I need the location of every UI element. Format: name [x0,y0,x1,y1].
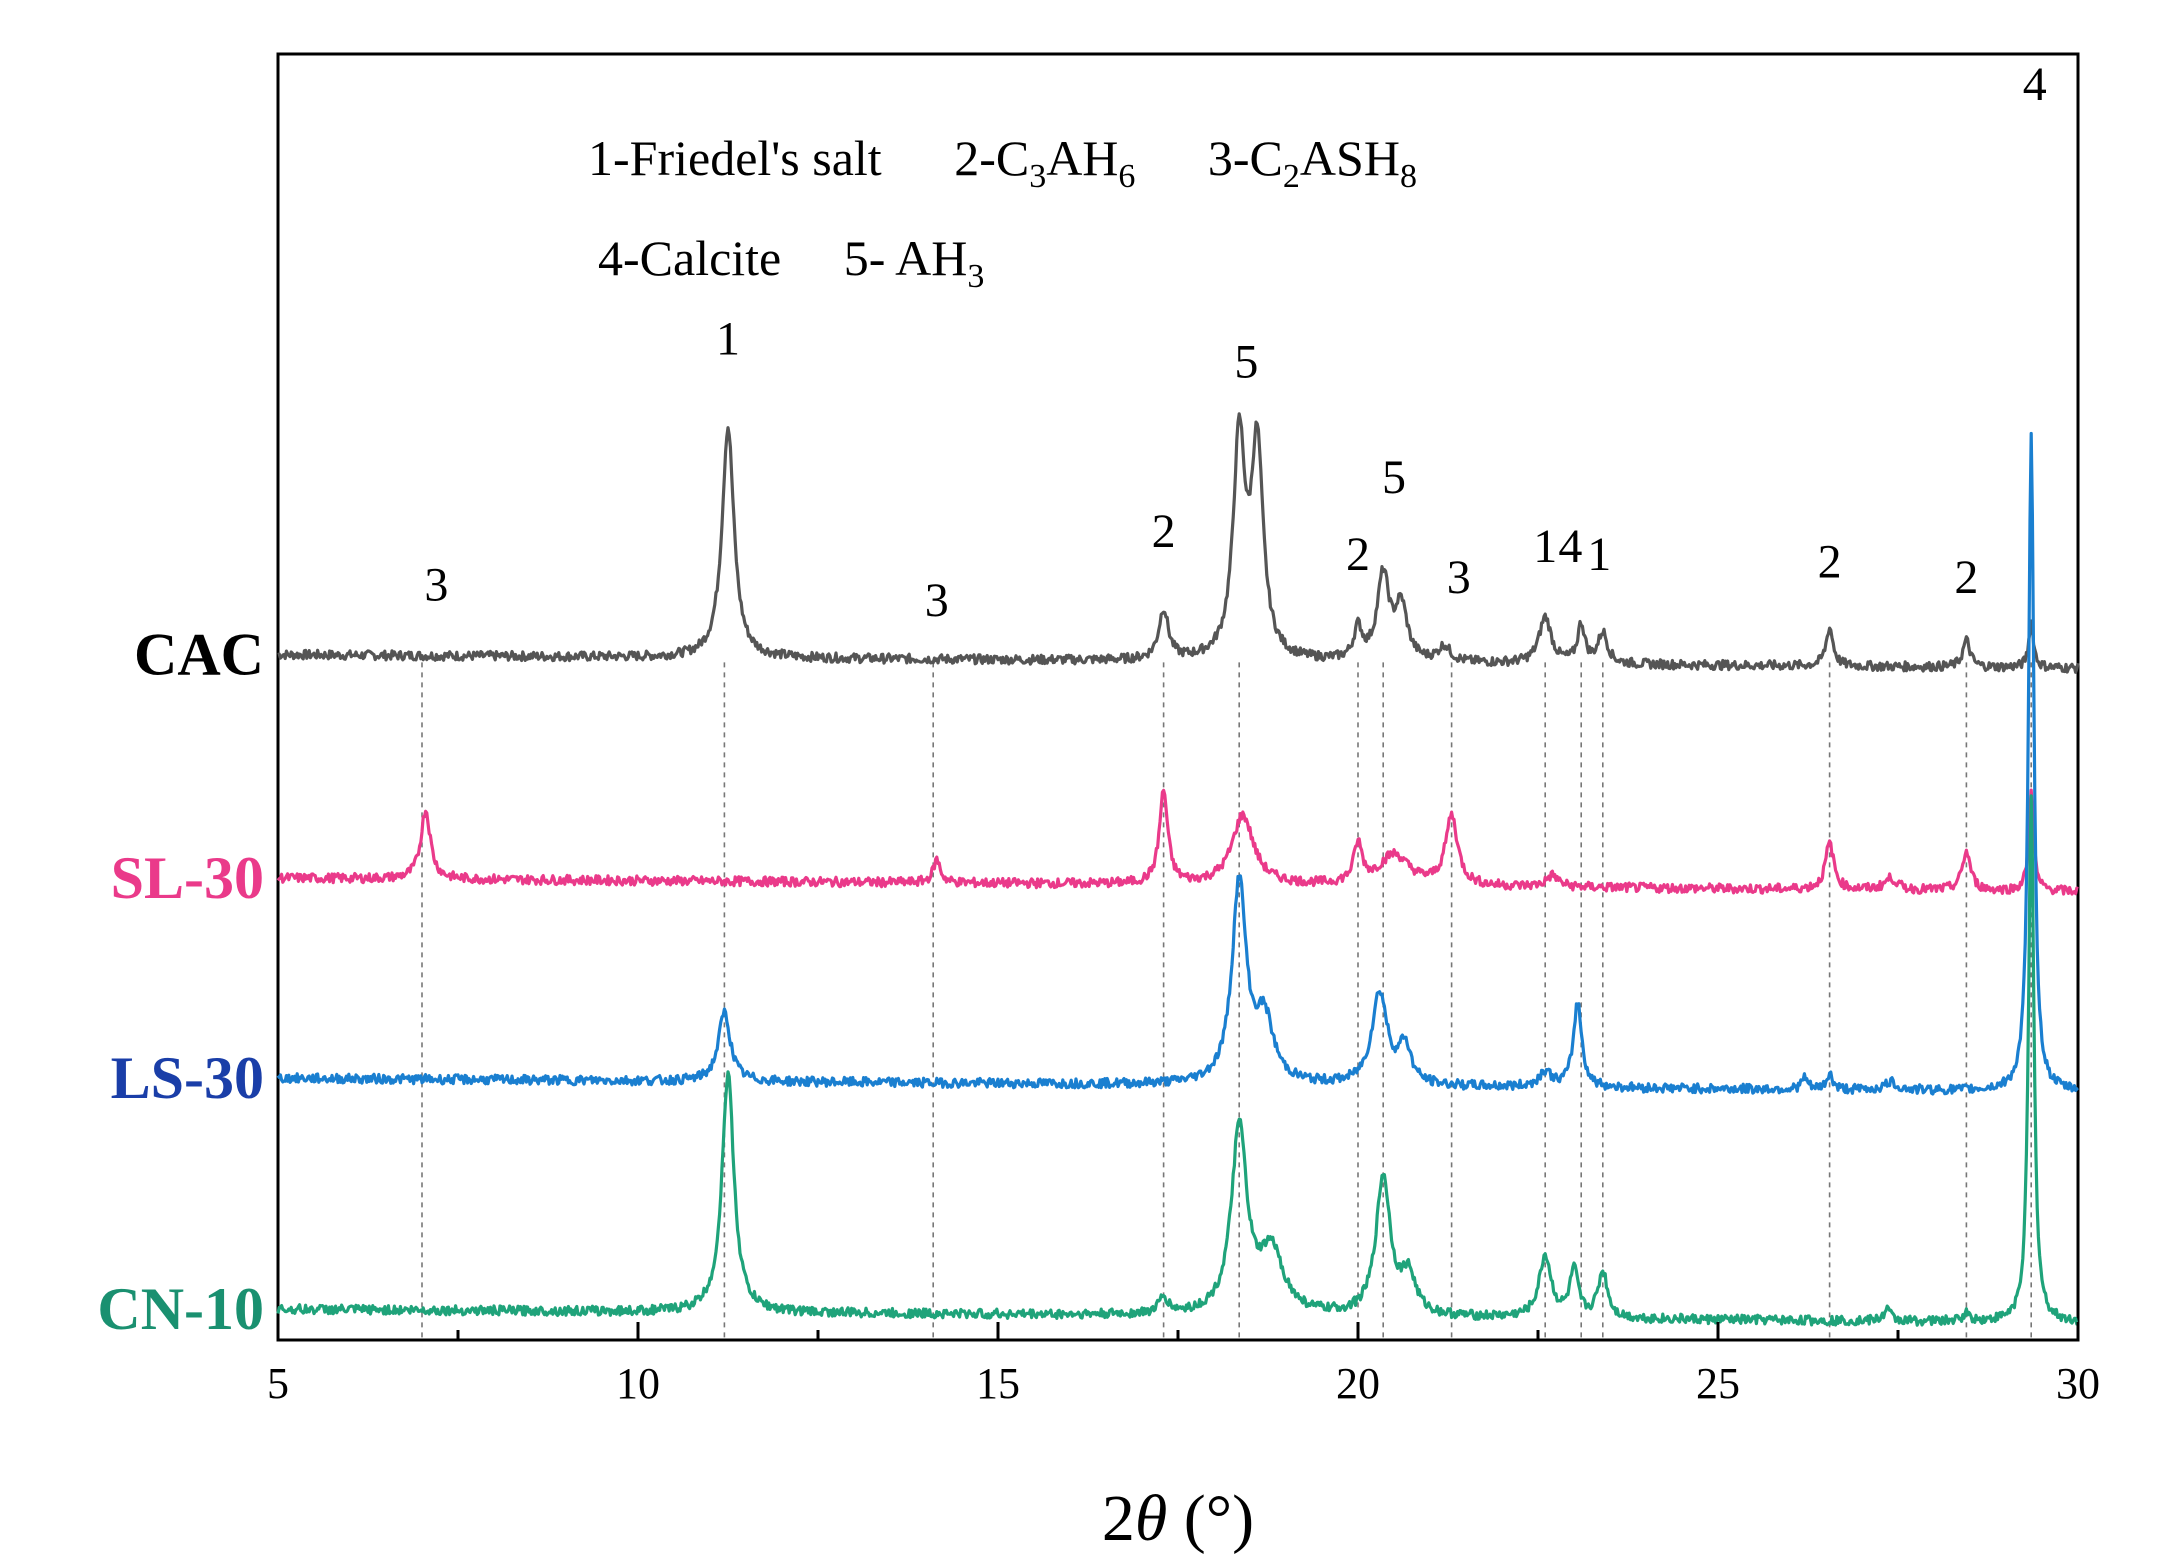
peak-label: 2 [1818,536,1842,589]
peak-label: 2 [1954,551,1978,604]
peak-label: 5 [1382,451,1406,504]
series-labels: CAC SL-30 LS-30 CN-10 [97,622,264,1343]
x-tick-label: 10 [616,1359,660,1408]
plot-frame [276,52,2080,1342]
peak-label: 3 [1447,551,1471,604]
series-line-cac [277,412,2080,674]
x-tick-label: 30 [2056,1359,2100,1408]
series-label: SL-30 [111,845,264,911]
series-label: CAC [134,622,264,688]
legend-row-2: 4-Calcite 5- AH3 [598,230,984,295]
peak-label: 5 [1234,335,1258,388]
x-tick-label: 25 [1696,1359,1740,1408]
series-label: LS-30 [111,1045,264,1111]
peak-label: 3 [424,559,448,612]
x-tick-label: 5 [267,1359,289,1408]
x-tick-label: 15 [976,1359,1020,1408]
peak-label: 1 [716,312,740,365]
peak-label: 1 [1587,528,1611,581]
peak-label: 4 [1558,520,1582,573]
peak-label: 1 [1533,520,1557,573]
series-line-sl-30 [276,788,2079,896]
peak-label: 2 [1152,505,1176,558]
series-label: CN-10 [97,1276,264,1342]
x-axis: 5 10 15 20 25 30 [267,1322,2100,1408]
series-layer [276,412,2080,1327]
peak-label: 2 [1346,528,1370,581]
peak-label: 3 [925,574,949,627]
peak-label: 4 [2023,58,2047,111]
series-line-ls-30 [276,431,2079,1096]
x-tick-label: 20 [1336,1359,1380,1408]
legend-row-1: 1-Friedel's salt 2-C3AH6 3-C2ASH8 [588,130,1417,198]
reference-lines [421,662,2032,1340]
x-axis-title: 2θ (°) [1102,1482,1254,1555]
series-line-cn-10 [276,794,2079,1327]
